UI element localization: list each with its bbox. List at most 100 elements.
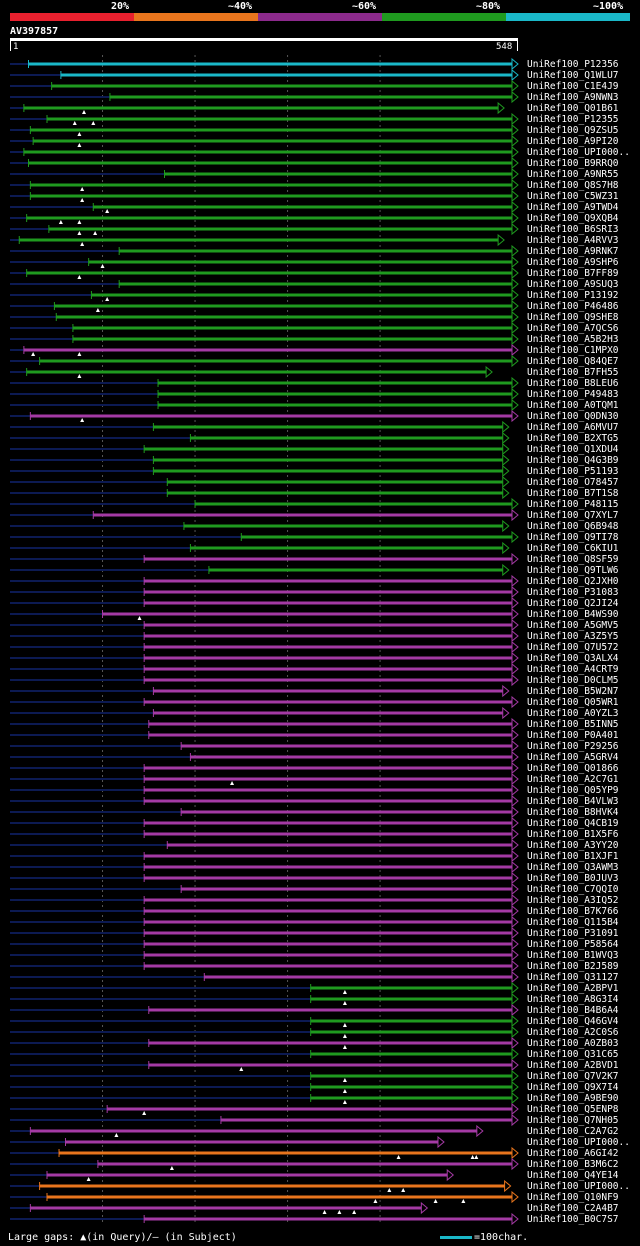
hit-label[interactable]: UniRef100_Q9SHE8 xyxy=(527,312,619,323)
hit-label[interactable]: UniRef100_A3YY20 xyxy=(527,840,619,851)
hit-label[interactable]: UniRef100_D0CLM5 xyxy=(527,675,619,686)
hit-label[interactable]: UniRef100_C2A4B7 xyxy=(527,1203,619,1214)
hit-label[interactable]: UniRef100_Q2JXH0 xyxy=(527,576,619,587)
hit-label[interactable]: UniRef100_B7FH55 xyxy=(527,367,619,378)
hit-label[interactable]: UniRef100_Q9TI78 xyxy=(527,532,619,543)
hit-label[interactable]: UniRef100_P46486 xyxy=(527,301,619,312)
hit-label[interactable]: UniRef100_P49483 xyxy=(527,389,619,400)
hit-label[interactable]: UniRef100_A9TWD4 xyxy=(527,202,619,213)
hit-label[interactable]: UniRef100_A5GRV4 xyxy=(527,752,619,763)
hit-label[interactable]: UniRef100_P51193 xyxy=(527,466,619,477)
hit-label[interactable]: UniRef100_A5GMV5 xyxy=(527,620,619,631)
hit-label[interactable]: UniRef100_A2C0S6 xyxy=(527,1027,619,1038)
hit-label[interactable]: UniRef100_B5INN5 xyxy=(527,719,619,730)
hit-label[interactable]: UniRef100_Q05WR1 xyxy=(527,697,619,708)
hit-label[interactable]: UniRef100_Q7V2K7 xyxy=(527,1071,619,1082)
hit-label[interactable]: UniRef100_A9SHP6 xyxy=(527,257,619,268)
hit-label[interactable]: UniRef100_UPI000.. xyxy=(527,147,630,158)
hit-label[interactable]: UniRef100_B6SRI3 xyxy=(527,224,619,235)
hit-label[interactable]: UniRef100_Q2JI24 xyxy=(527,598,619,609)
hit-label[interactable]: UniRef100_A6GI42 xyxy=(527,1148,619,1159)
hit-label[interactable]: UniRef100_B3M6C2 xyxy=(527,1159,619,1170)
hit-label[interactable]: UniRef100_B4B6A4 xyxy=(527,1005,619,1016)
hit-label[interactable]: UniRef100_A9BE90 xyxy=(527,1093,619,1104)
hit-label[interactable]: UniRef100_P31083 xyxy=(527,587,619,598)
hit-label[interactable]: UniRef100_UPI000.. xyxy=(527,1181,630,1192)
hit-label[interactable]: UniRef100_Q6B948 xyxy=(527,521,619,532)
hit-label[interactable]: UniRef100_B7FF89 xyxy=(527,268,619,279)
hit-label[interactable]: UniRef100_Q7NH05 xyxy=(527,1115,619,1126)
hit-label[interactable]: UniRef100_A9NWN3 xyxy=(527,92,619,103)
hit-label[interactable]: UniRef100_B9RRQ0 xyxy=(527,158,619,169)
hit-label[interactable]: UniRef100_B4VLW3 xyxy=(527,796,619,807)
hit-label[interactable]: UniRef100_Q7U572 xyxy=(527,642,619,653)
hit-label[interactable]: UniRef100_Q8SF59 xyxy=(527,554,619,565)
hit-label[interactable]: UniRef100_B1XJF1 xyxy=(527,851,619,862)
hit-label[interactable]: UniRef100_B2J589 xyxy=(527,961,619,972)
hit-label[interactable]: UniRef100_B1X5F6 xyxy=(527,829,619,840)
hit-label[interactable]: UniRef100_A2C7G1 xyxy=(527,774,619,785)
hit-label[interactable]: UniRef100_A5B2H3 xyxy=(527,334,619,345)
hit-label[interactable]: UniRef100_O78457 xyxy=(527,477,619,488)
hit-label[interactable]: UniRef100_A8G3I4 xyxy=(527,994,619,1005)
hit-label[interactable]: UniRef100_A0TQM1 xyxy=(527,400,619,411)
hit-label[interactable]: UniRef100_Q4CB19 xyxy=(527,818,619,829)
hit-label[interactable]: UniRef100_B0C7S7 xyxy=(527,1214,619,1225)
hit-label[interactable]: UniRef100_Q46GV4 xyxy=(527,1016,619,1027)
hit-label[interactable]: UniRef100_P48115 xyxy=(527,499,619,510)
hit-label[interactable]: UniRef100_B8LEU6 xyxy=(527,378,619,389)
hit-label[interactable]: UniRef100_C5WZ31 xyxy=(527,191,619,202)
hit-label[interactable]: UniRef100_Q1XDU4 xyxy=(527,444,619,455)
hit-label[interactable]: UniRef100_Q9TLW6 xyxy=(527,565,619,576)
hit-label[interactable]: UniRef100_Q3AWM3 xyxy=(527,862,619,873)
hit-label[interactable]: UniRef100_Q01866 xyxy=(527,763,619,774)
hit-label[interactable]: UniRef100_B5W2N7 xyxy=(527,686,619,697)
hit-label[interactable]: UniRef100_C1E4J9 xyxy=(527,81,619,92)
hit-label[interactable]: UniRef100_Q05YP9 xyxy=(527,785,619,796)
hit-label[interactable]: UniRef100_Q1WLU7 xyxy=(527,70,619,81)
hit-label[interactable]: UniRef100_C1MPX0 xyxy=(527,345,619,356)
hit-label[interactable]: UniRef100_P12356 xyxy=(527,59,619,70)
hit-label[interactable]: UniRef100_Q115B4 xyxy=(527,917,619,928)
hit-label[interactable]: UniRef100_UPI000.. xyxy=(527,1137,630,1148)
hit-label[interactable]: UniRef100_B8HVK4 xyxy=(527,807,619,818)
hit-label[interactable]: UniRef100_Q9X7I4 xyxy=(527,1082,619,1093)
hit-label[interactable]: UniRef100_Q0DN30 xyxy=(527,411,619,422)
hit-label[interactable]: UniRef100_A9RNK7 xyxy=(527,246,619,257)
hit-label[interactable]: UniRef100_Q84QE7 xyxy=(527,356,619,367)
hit-label[interactable]: UniRef100_A7QCS6 xyxy=(527,323,619,334)
hit-label[interactable]: UniRef100_Q9ZSU5 xyxy=(527,125,619,136)
hit-label[interactable]: UniRef100_Q3ALX4 xyxy=(527,653,619,664)
hit-label[interactable]: UniRef100_B7K766 xyxy=(527,906,619,917)
hit-label[interactable]: UniRef100_B2XTG5 xyxy=(527,433,619,444)
hit-label[interactable]: UniRef100_A0YZL3 xyxy=(527,708,619,719)
hit-label[interactable]: UniRef100_P58564 xyxy=(527,939,619,950)
hit-label[interactable]: UniRef100_Q9XQB4 xyxy=(527,213,619,224)
hit-label[interactable]: UniRef100_P0A401 xyxy=(527,730,619,741)
hit-label[interactable]: UniRef100_P29256 xyxy=(527,741,619,752)
hit-label[interactable]: UniRef100_A3Z5Y5 xyxy=(527,631,619,642)
hit-label[interactable]: UniRef100_C7QQI0 xyxy=(527,884,619,895)
hit-label[interactable]: UniRef100_B7T1S8 xyxy=(527,488,619,499)
hit-label[interactable]: UniRef100_A9SUQ3 xyxy=(527,279,619,290)
hit-label[interactable]: UniRef100_A9NR55 xyxy=(527,169,619,180)
hit-label[interactable]: UniRef100_C2A7G2 xyxy=(527,1126,619,1137)
hit-label[interactable]: UniRef100_A0ZB03 xyxy=(527,1038,619,1049)
hit-label[interactable]: UniRef100_A4CRT9 xyxy=(527,664,619,675)
hit-label[interactable]: UniRef100_Q4YE14 xyxy=(527,1170,619,1181)
hit-label[interactable]: UniRef100_P12355 xyxy=(527,114,619,125)
hit-label[interactable]: UniRef100_A2BPV1 xyxy=(527,983,619,994)
hit-label[interactable]: UniRef100_Q4G3B9 xyxy=(527,455,619,466)
hit-label[interactable]: UniRef100_A3IQ52 xyxy=(527,895,619,906)
hit-label[interactable]: UniRef100_Q31127 xyxy=(527,972,619,983)
hit-label[interactable]: UniRef100_A6MVU7 xyxy=(527,422,619,433)
hit-label[interactable]: UniRef100_Q01B61 xyxy=(527,103,619,114)
hit-label[interactable]: UniRef100_Q10NF9 xyxy=(527,1192,619,1203)
hit-label[interactable]: UniRef100_A4RVV3 xyxy=(527,235,619,246)
hit-label[interactable]: UniRef100_P13192 xyxy=(527,290,619,301)
hit-label[interactable]: UniRef100_P31091 xyxy=(527,928,619,939)
hit-label[interactable]: UniRef100_A9PI20 xyxy=(527,136,619,147)
hit-label[interactable]: UniRef100_B1WVQ3 xyxy=(527,950,619,961)
hit-label[interactable]: UniRef100_Q8S7H8 xyxy=(527,180,619,191)
hit-label[interactable]: UniRef100_C6KIU1 xyxy=(527,543,619,554)
